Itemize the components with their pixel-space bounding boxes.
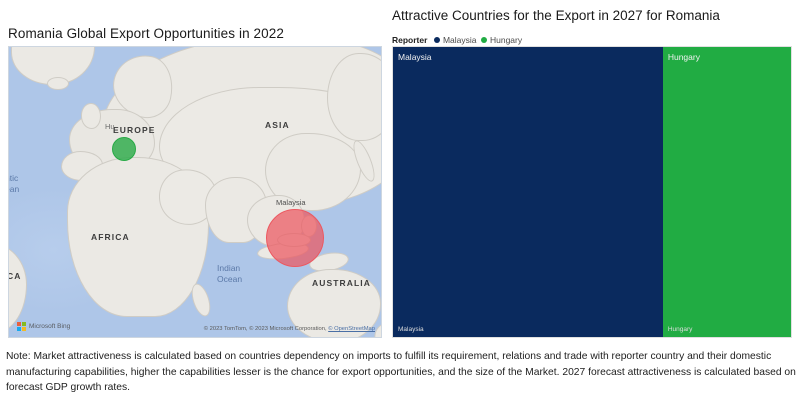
microsoft-squares-icon — [17, 322, 26, 331]
landmass-british-isles — [81, 103, 101, 129]
openstreetmap-link[interactable]: © OpenStreetMap — [328, 326, 375, 332]
map-attribution: © 2023 TomTom, © 2023 Microsoft Corporat… — [204, 326, 375, 332]
landmass-australia — [287, 269, 381, 337]
landmass-east-siberia — [327, 53, 381, 141]
legend-label-malaysia: Malaysia — [442, 35, 477, 45]
treemap-chart: Malaysia Malaysia Hungary Hungary — [392, 46, 792, 338]
microsoft-bing-label: Microsoft Bing — [29, 323, 71, 330]
legend-dot-hungary-icon — [481, 37, 488, 43]
legend-item-hungary[interactable]: Hungary — [481, 35, 522, 45]
map-bubble-hungary[interactable] — [112, 137, 136, 161]
microsoft-bing-logo: Microsoft Bing — [17, 322, 70, 331]
legend-title: Reporter — [392, 35, 428, 45]
treemap-legend: Reporter Malaysia Hungary — [392, 35, 522, 45]
treemap-cell-malaysia[interactable]: Malaysia Malaysia — [393, 47, 663, 337]
treemap-cell-malaysia-label: Malaysia — [398, 52, 432, 62]
landmass-iceland — [47, 77, 69, 90]
map-title: Romania Global Export Opportunities in 2… — [8, 26, 284, 41]
treemap-cell-malaysia-footer: Malaysia — [398, 326, 424, 333]
treemap-cell-hungary-footer: Hungary — [667, 326, 693, 333]
legend-dot-malaysia-icon — [434, 37, 441, 43]
map-bubble-malaysia[interactable] — [266, 209, 324, 267]
legend-item-malaysia[interactable]: Malaysia — [434, 35, 476, 45]
legend-label-hungary: Hungary — [489, 35, 523, 45]
treemap-cell-hungary[interactable]: Hungary Hungary — [662, 47, 791, 337]
treemap-cell-hungary-label: Hungary — [667, 52, 700, 62]
note-text: Note: Market attractiveness is calculate… — [6, 351, 796, 394]
treemap-title: Attractive Countries for the Export in 2… — [392, 8, 720, 23]
world-map[interactable]: EUROPE Hu ASIA AFRICA AUSTRALIA CA Malay… — [8, 46, 382, 338]
map-attribution-text: © 2023 TomTom, © 2023 Microsoft Corporat… — [203, 326, 329, 332]
